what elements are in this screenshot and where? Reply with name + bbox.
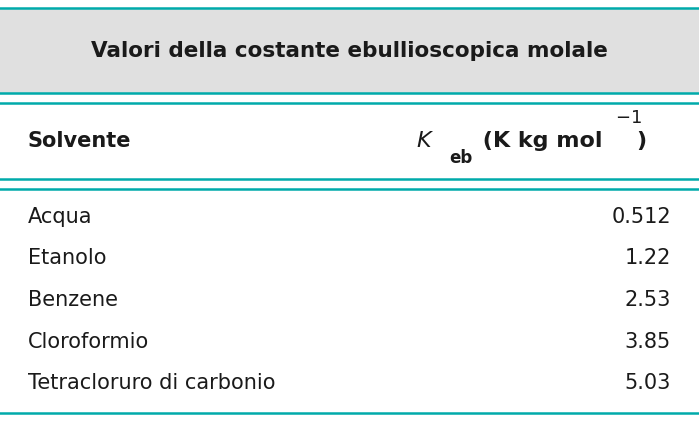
Text: Benzene: Benzene <box>28 290 118 310</box>
Bar <box>0 8 699 93</box>
Text: Valori della costante ebullioscopica molale: Valori della costante ebullioscopica mol… <box>91 40 608 61</box>
Text: $\mathit{K}$: $\mathit{K}$ <box>416 131 434 151</box>
Text: 3.85: 3.85 <box>625 332 671 352</box>
Text: Tetracloruro di carbonio: Tetracloruro di carbonio <box>28 373 275 393</box>
Text: Solvente: Solvente <box>28 131 131 151</box>
Text: 1.22: 1.22 <box>625 248 671 268</box>
Text: eb: eb <box>449 149 473 167</box>
Text: (K kg mol: (K kg mol <box>475 131 603 151</box>
Text: $-1$: $-1$ <box>615 109 642 127</box>
Text: Cloroformio: Cloroformio <box>28 332 149 352</box>
Text: 2.53: 2.53 <box>625 290 671 310</box>
Text: Etanolo: Etanolo <box>28 248 106 268</box>
Text: 0.512: 0.512 <box>612 207 671 226</box>
Text: Acqua: Acqua <box>28 207 92 226</box>
Text: 5.03: 5.03 <box>625 373 671 393</box>
Text: ): ) <box>636 131 646 151</box>
